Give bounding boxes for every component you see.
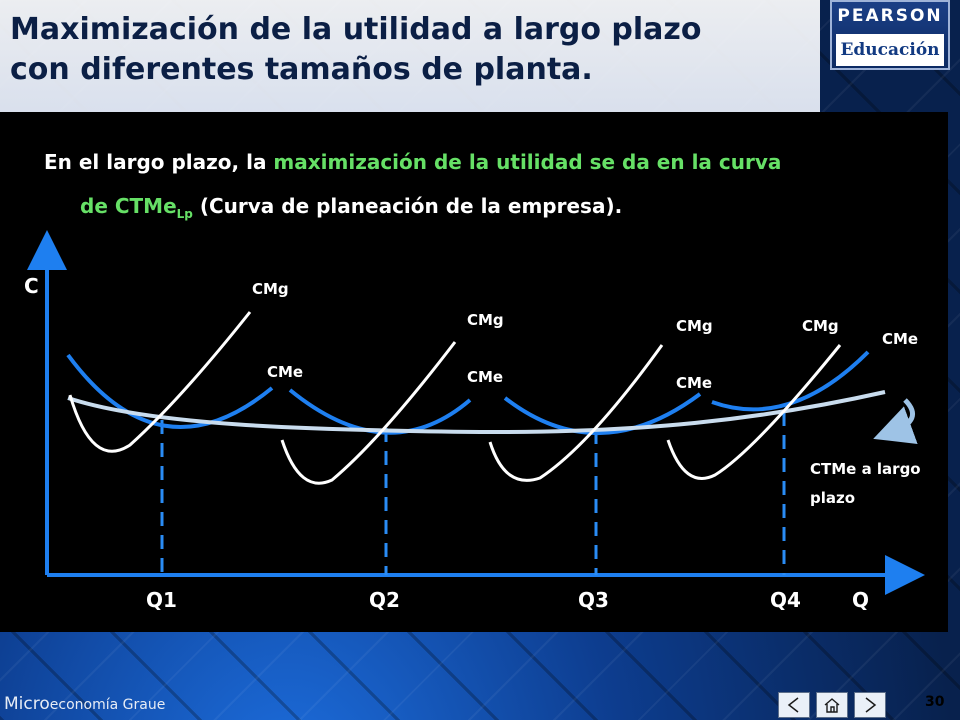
cmg-curve-3 xyxy=(488,344,664,482)
cmg-label-1: CMg xyxy=(252,280,289,298)
cme-label-1: CMe xyxy=(267,363,303,381)
cmg-label-3: CMg xyxy=(676,317,713,335)
content-panel xyxy=(0,112,948,632)
intro-line-2: de CTMeLp (Curva de planeación de la emp… xyxy=(44,184,924,236)
intro-highlight-1: maximización de la utilidad se da en la … xyxy=(273,150,782,174)
cmg-curve-1 xyxy=(68,311,252,453)
curved-arrow-icon xyxy=(873,398,918,444)
title-line-2: con diferentes tamaños de planta. xyxy=(10,52,593,87)
home-slide-button[interactable] xyxy=(816,692,848,718)
intro-part-2: (Curva de planeación de la empresa). xyxy=(192,194,623,218)
prev-slide-button[interactable] xyxy=(778,692,810,718)
slide-title: Maximización de la utilidad a largo plaz… xyxy=(10,10,800,90)
cme-curve-3 xyxy=(503,392,702,435)
title-band: Maximización de la utilidad a largo plaz… xyxy=(0,0,820,112)
title-line-1: Maximización de la utilidad a largo plaz… xyxy=(10,12,702,47)
cmg-curve-4 xyxy=(666,344,842,480)
long-run-label-line-1: CTMe a largo xyxy=(810,460,921,478)
long-run-label-line-2: plazo xyxy=(810,489,855,507)
cme-label-2: CMe xyxy=(467,368,503,386)
cmg-label-2: CMg xyxy=(467,311,504,329)
x-tick-q3: Q3 xyxy=(578,588,609,612)
home-icon xyxy=(824,698,840,713)
footer-brand-rest: economía Graue xyxy=(49,697,166,713)
arrow-left-icon xyxy=(787,697,799,713)
cme-label-4: CMe xyxy=(882,330,918,348)
intro-subscript: Lp xyxy=(176,207,193,221)
footer-brand: Microeconomía Graue xyxy=(4,694,165,714)
cmg-curve-2 xyxy=(280,341,457,485)
next-slide-button[interactable] xyxy=(854,692,886,718)
footer-brand-prefix: Micro xyxy=(4,694,50,714)
cme-label-3: CMe xyxy=(676,374,712,392)
cmg-label-4: CMg xyxy=(802,317,839,335)
x-tick-q4: Q4 xyxy=(770,588,801,612)
page-number: 30 xyxy=(925,694,945,710)
long-run-cme-curve xyxy=(67,390,886,435)
cme-curve-2 xyxy=(288,388,472,435)
arrow-right-icon xyxy=(865,697,877,713)
logo-educacion-text: Educación xyxy=(836,34,944,66)
x-axis-label: Q xyxy=(852,588,869,612)
x-tick-q2: Q2 xyxy=(369,588,400,612)
intro-highlight-2: de CTMe xyxy=(80,194,177,218)
x-tick-q1: Q1 xyxy=(146,588,177,612)
intro-part-1: En el largo plazo, la xyxy=(44,150,274,174)
intro-line-1: En el largo plazo, la maximización de la… xyxy=(44,140,924,184)
cme-curve-1 xyxy=(66,353,274,429)
logo-pearson-text: PEARSON xyxy=(837,6,943,26)
y-axis-label: C xyxy=(24,274,39,298)
pearson-logo: PEARSON Educación xyxy=(830,0,950,70)
intro-text: En el largo plazo, la maximización de la… xyxy=(44,140,924,236)
